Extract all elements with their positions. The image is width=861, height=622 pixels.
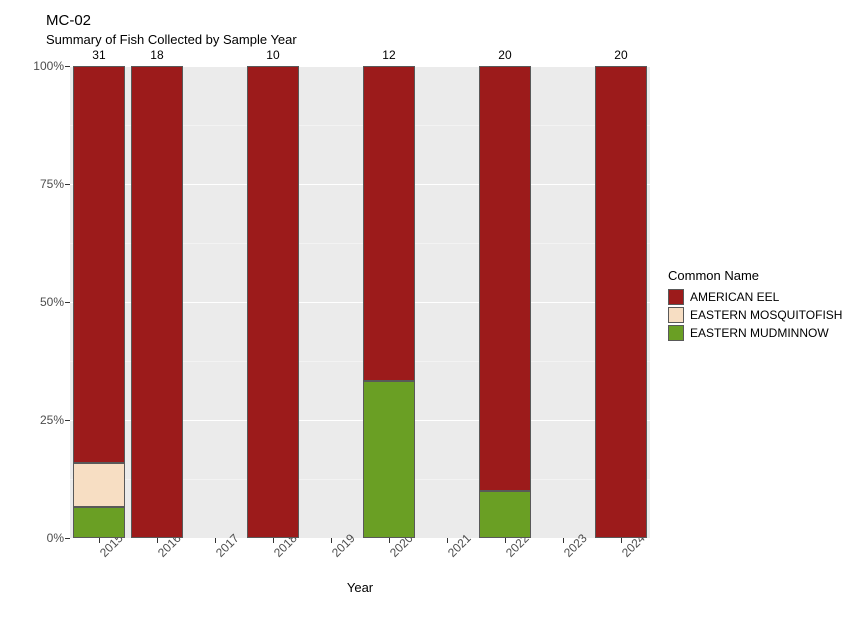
bar-segment bbox=[73, 66, 125, 462]
y-tick-mark bbox=[65, 538, 70, 539]
x-tick-mark bbox=[273, 538, 274, 543]
chart-subtitle: Summary of Fish Collected by Sample Year bbox=[46, 32, 297, 47]
bar-segment bbox=[363, 381, 415, 538]
x-tick-mark bbox=[505, 538, 506, 543]
x-tick-mark bbox=[563, 538, 564, 543]
bar: 20 bbox=[595, 66, 647, 538]
x-tick-mark bbox=[99, 538, 100, 543]
legend: Common Name AMERICAN EEL EASTERN MOSQUITO… bbox=[668, 268, 842, 343]
legend-swatch bbox=[668, 289, 684, 305]
bar-total-label: 10 bbox=[247, 48, 299, 66]
legend-item: EASTERN MUDMINNOW bbox=[668, 325, 842, 341]
y-tick-mark bbox=[65, 184, 70, 185]
bar-total-label: 12 bbox=[363, 48, 415, 66]
x-tick-mark bbox=[331, 538, 332, 543]
bar-segment bbox=[595, 66, 647, 538]
x-tick-mark bbox=[447, 538, 448, 543]
bar: 31 bbox=[73, 66, 125, 538]
bar: 20 bbox=[479, 66, 531, 538]
legend-item: EASTERN MOSQUITOFISH bbox=[668, 307, 842, 323]
bar: 18 bbox=[131, 66, 183, 538]
bar-segment bbox=[73, 463, 125, 508]
bar-segment bbox=[73, 507, 125, 538]
y-tick-mark bbox=[65, 302, 70, 303]
bar-total-label: 18 bbox=[131, 48, 183, 66]
bar-total-label: 20 bbox=[479, 48, 531, 66]
legend-item: AMERICAN EEL bbox=[668, 289, 842, 305]
y-tick-mark bbox=[65, 420, 70, 421]
legend-label: EASTERN MUDMINNOW bbox=[690, 326, 829, 340]
bar-total-label: 20 bbox=[595, 48, 647, 66]
bar-segment bbox=[131, 66, 183, 538]
bar: 12 bbox=[363, 66, 415, 538]
legend-title: Common Name bbox=[668, 268, 842, 283]
chart-title: MC-02 bbox=[46, 12, 91, 29]
x-tick-mark bbox=[157, 538, 158, 543]
bar: 10 bbox=[247, 66, 299, 538]
bar-segment bbox=[479, 66, 531, 491]
bar-segment bbox=[479, 491, 531, 538]
x-tick-mark bbox=[389, 538, 390, 543]
bar-total-label: 31 bbox=[73, 48, 125, 66]
x-tick-mark bbox=[621, 538, 622, 543]
legend-label: EASTERN MOSQUITOFISH bbox=[690, 308, 842, 322]
x-tick-mark bbox=[215, 538, 216, 543]
y-tick-mark bbox=[65, 66, 70, 67]
x-axis-title: Year bbox=[70, 580, 650, 595]
plot-panel: Year 0%25%50%75%100%20152016201720182019… bbox=[70, 66, 650, 538]
bar-segment bbox=[247, 66, 299, 538]
legend-swatch bbox=[668, 325, 684, 341]
legend-label: AMERICAN EEL bbox=[690, 290, 779, 304]
bar-segment bbox=[363, 66, 415, 381]
legend-swatch bbox=[668, 307, 684, 323]
chart-figure: MC-02 Summary of Fish Collected by Sampl… bbox=[0, 0, 861, 622]
